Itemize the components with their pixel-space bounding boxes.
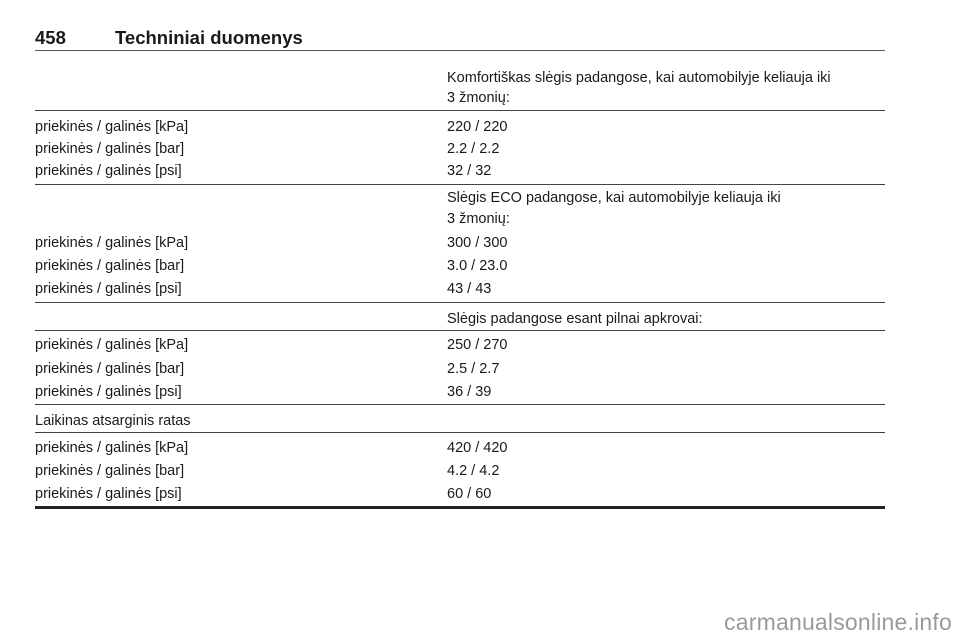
heading-line: Slėgis padangose esant pilnai apkrovai: (447, 311, 703, 327)
table-row: priekinės / galinės [bar] 3.0 / 23.0 (35, 258, 508, 274)
tire-pressure-table: Komfortiškas slėgis padangose, kai autom… (35, 51, 885, 509)
table-row: priekinės / galinės [psi] 60 / 60 (35, 486, 492, 502)
section-rows-comfort: priekinės / galinės [kPa] 220 / 220 priek… (35, 111, 885, 185)
table-row: priekinės / galinės [kPa] 300 / 300 (35, 235, 508, 251)
section-rows-full-load: priekinės / galinės [kPa] 250 / 270 priek… (35, 331, 885, 405)
section-heading-spare-wheel: Laikinas atsarginis ratas (35, 405, 885, 433)
heading-line: Slėgis ECO padangose, kai automobilyje k… (447, 190, 781, 206)
table-row: priekinės / galinės [kPa] 250 / 270 (35, 337, 508, 353)
table-row: priekinės / galinės [bar] 2.2 / 2.2 (35, 141, 500, 157)
heading-line: 3 žmonių: (447, 90, 510, 106)
page-header: 458 Techniniai duomenys (35, 27, 885, 51)
section-rows-spare-wheel: priekinės / galinės [kPa] 420 / 420 priek… (35, 433, 885, 509)
section-heading-eco: Slėgis ECO padangose, kai automobilyje k… (35, 185, 885, 232)
table-row: priekinės / galinės [bar] 2.5 / 2.7 (35, 360, 500, 377)
watermark: carmanualsonline.info (724, 609, 952, 635)
table-row: priekinės / galinės [kPa] 420 / 420 (35, 440, 508, 456)
table-row: priekinės / galinės [psi] 32 / 32 (35, 163, 492, 179)
table-row: priekinės / galinės [psi] 43 / 43 (35, 281, 492, 297)
section-heading-full-load: Slėgis padangose esant pilnai apkrovai: (35, 303, 885, 331)
section-heading-comfort: Komfortiškas slėgis padangose, kai autom… (35, 51, 885, 111)
section-rows-eco: priekinės / galinės [kPa] 300 / 300 priek… (35, 232, 885, 303)
table-row: priekinės / galinės [bar] 4.2 / 4.2 (35, 463, 500, 479)
heading-line: 3 žmonių: (447, 211, 510, 227)
table-row: priekinės / galinės [kPa] 220 / 220 (35, 119, 508, 135)
page-number: 458 (35, 27, 66, 48)
page-title: Techniniai duomenys (115, 27, 303, 48)
heading-line: Komfortiškas slėgis padangose, kai autom… (447, 70, 831, 86)
table-row: priekinės / galinės [psi] 36 / 39 (35, 384, 492, 400)
